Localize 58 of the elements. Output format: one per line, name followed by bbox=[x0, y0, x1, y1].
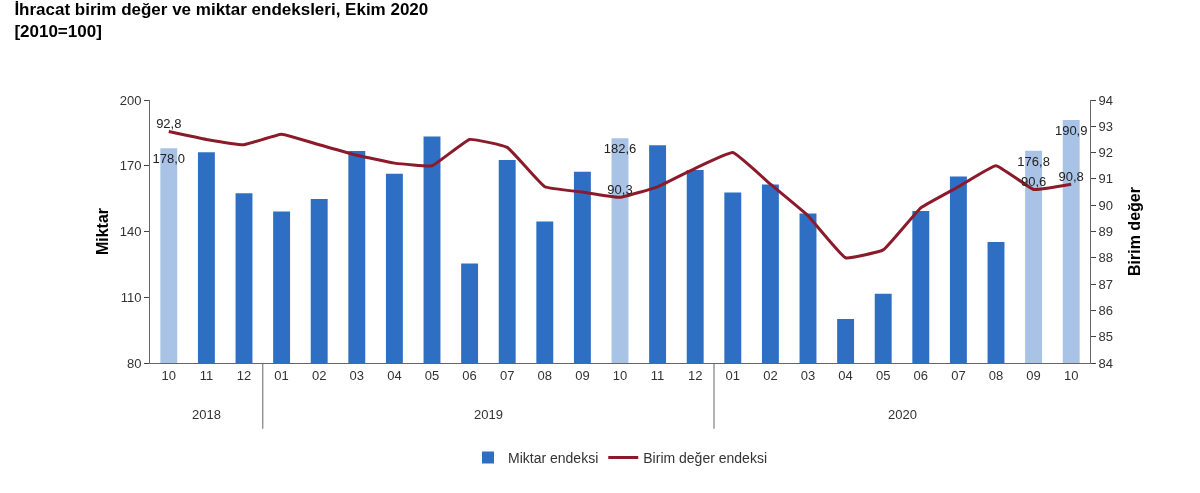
y2-tick-label: 86 bbox=[1098, 302, 1114, 318]
x-tick-label: 06 bbox=[462, 367, 477, 383]
x-tick-label: 05 bbox=[424, 367, 440, 383]
text: 2019 bbox=[474, 407, 503, 422]
y-axis-title: Miktar bbox=[94, 207, 111, 256]
x-tick-label: 09 bbox=[575, 367, 590, 383]
legend-label: Birim değer endeksi bbox=[643, 449, 767, 466]
text: 2018 bbox=[192, 407, 221, 422]
data-label: 182,6 bbox=[603, 141, 637, 157]
legend-label: Miktar endeksi bbox=[508, 449, 599, 466]
y2-tick-label: 88 bbox=[1098, 250, 1114, 266]
data-label: 178,0 bbox=[152, 151, 186, 167]
y-tick-label: 80 bbox=[126, 355, 142, 371]
data-label: 90,3 bbox=[607, 182, 633, 198]
y2-tick-label: 91 bbox=[1098, 171, 1114, 187]
x-tick-label: 01 bbox=[274, 367, 289, 383]
x-tick-label: 02 bbox=[311, 367, 327, 383]
data-label: 176,8 bbox=[1017, 153, 1050, 169]
x-tick-label: 02 bbox=[763, 367, 778, 383]
x-tick-label: 04 bbox=[387, 367, 402, 383]
y-tick-label: 170 bbox=[119, 158, 142, 174]
y2-axis-title: Birim değer bbox=[1126, 187, 1143, 276]
y2-tick-label: 90 bbox=[1098, 197, 1114, 213]
x-tick-label: 04 bbox=[838, 367, 853, 383]
y-tick-label: 200 bbox=[119, 92, 142, 108]
data-label: 90,6 bbox=[1020, 174, 1047, 190]
y2-tick-label: 85 bbox=[1098, 329, 1114, 345]
x-tick-label: 10 bbox=[612, 367, 628, 383]
y2-tick-label: 92 bbox=[1098, 145, 1114, 161]
x-tick-label: 09 bbox=[1026, 367, 1041, 383]
data-label: 190,9 bbox=[1054, 122, 1088, 138]
x-tick-label: 06 bbox=[913, 367, 929, 383]
x-tick-label: 11 bbox=[650, 367, 665, 383]
x-tick-label: 03 bbox=[800, 367, 816, 383]
y-tick-label: 110 bbox=[120, 289, 142, 305]
x-tick-label: 11 bbox=[199, 367, 214, 383]
y2-tick-label: 84 bbox=[1098, 355, 1114, 371]
x-tick-label: 10 bbox=[161, 367, 177, 383]
x-tick-label: 07 bbox=[499, 367, 515, 383]
text: 2020 bbox=[888, 407, 917, 422]
x-tick-label: 03 bbox=[349, 367, 365, 383]
x-tick-label: 12 bbox=[687, 367, 703, 383]
y2-tick-label: 87 bbox=[1098, 276, 1114, 292]
y2-tick-label: 94 bbox=[1098, 92, 1114, 108]
x-tick-label: 08 bbox=[537, 367, 553, 383]
x-tick-label: 08 bbox=[988, 367, 1004, 383]
y2-tick-label: 93 bbox=[1098, 118, 1114, 134]
data-label: 92,8 bbox=[156, 116, 182, 132]
data-label: 90,8 bbox=[1058, 168, 1084, 184]
y2-tick-label: 89 bbox=[1098, 224, 1114, 240]
chart-title: İhracat birim değer ve miktar endeksleri, Ekim 2020 bbox=[14, 0, 429, 19]
chart-subtitle: [2010=100] bbox=[14, 21, 102, 41]
x-tick-label: 12 bbox=[236, 367, 252, 383]
x-tick-label: 07 bbox=[951, 367, 966, 383]
x-tick-label: 01 bbox=[725, 367, 741, 383]
y-tick-label: 140 bbox=[119, 224, 142, 240]
x-tick-label: 05 bbox=[875, 367, 891, 383]
x-tick-label: 10 bbox=[1063, 367, 1079, 383]
